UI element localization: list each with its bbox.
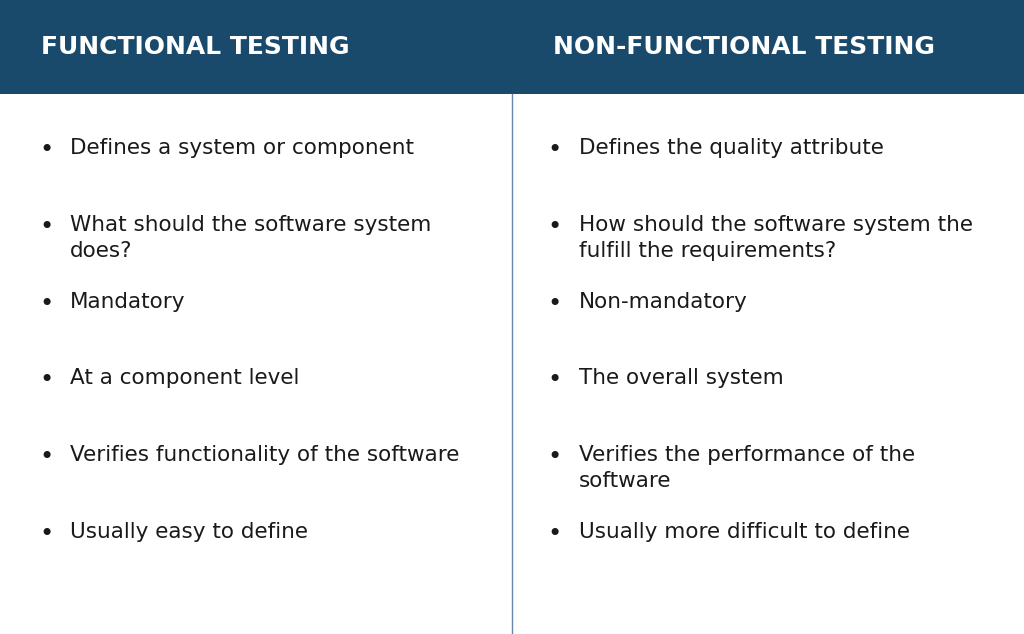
Text: Defines a system or component: Defines a system or component xyxy=(70,138,414,158)
Text: •: • xyxy=(548,522,562,546)
Text: Non-mandatory: Non-mandatory xyxy=(579,292,748,312)
Text: Usually easy to define: Usually easy to define xyxy=(70,522,307,542)
Text: •: • xyxy=(548,292,562,316)
Text: •: • xyxy=(548,445,562,469)
Text: •: • xyxy=(39,522,53,546)
Text: The overall system: The overall system xyxy=(579,368,783,389)
Text: Verifies functionality of the software: Verifies functionality of the software xyxy=(70,445,459,465)
Text: •: • xyxy=(39,138,53,162)
Text: •: • xyxy=(39,368,53,392)
Text: •: • xyxy=(548,138,562,162)
Text: Usually more difficult to define: Usually more difficult to define xyxy=(579,522,909,542)
Text: •: • xyxy=(39,215,53,239)
Text: NON-FUNCTIONAL TESTING: NON-FUNCTIONAL TESTING xyxy=(553,35,935,59)
Text: •: • xyxy=(39,445,53,469)
Text: •: • xyxy=(39,292,53,316)
Text: How should the software system the
fulfill the requirements?: How should the software system the fulfi… xyxy=(579,215,973,261)
Text: •: • xyxy=(548,215,562,239)
Text: FUNCTIONAL TESTING: FUNCTIONAL TESTING xyxy=(41,35,349,59)
Text: Defines the quality attribute: Defines the quality attribute xyxy=(579,138,884,158)
Text: Verifies the performance of the
software: Verifies the performance of the software xyxy=(579,445,914,491)
Text: At a component level: At a component level xyxy=(70,368,299,389)
FancyBboxPatch shape xyxy=(0,0,1024,94)
Text: Mandatory: Mandatory xyxy=(70,292,185,312)
Text: •: • xyxy=(548,368,562,392)
Text: What should the software system
does?: What should the software system does? xyxy=(70,215,431,261)
